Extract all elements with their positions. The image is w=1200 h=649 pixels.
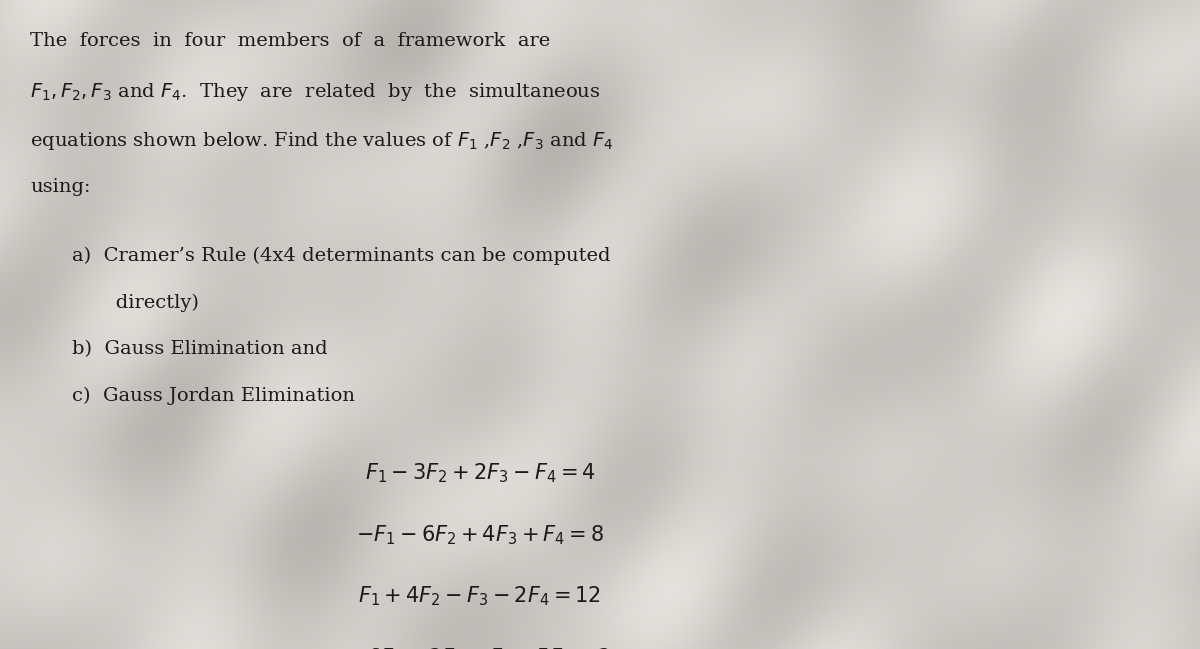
Text: c)  Gauss Jordan Elimination: c) Gauss Jordan Elimination [72,387,355,405]
Text: $F_1, F_2, F_3$ and $F_4$.  They  are  related  by  the  simultaneous: $F_1, F_2, F_3$ and $F_4$. They are rela… [30,81,600,103]
Text: $F_1 - 3F_2 + 2F_3 - F_4 = 4$: $F_1 - 3F_2 + 2F_3 - F_4 = 4$ [365,461,595,485]
Text: using:: using: [30,178,90,197]
Text: a)  Cramer’s Rule (4x4 determinants can be computed: a) Cramer’s Rule (4x4 determinants can b… [72,247,611,265]
Text: b)  Gauss Elimination and: b) Gauss Elimination and [72,340,328,358]
Text: equations shown below. Find the values of $F_1$ ,$F_2$ ,$F_3$ and $F_4$: equations shown below. Find the values o… [30,130,613,152]
Text: $F_1 + 4F_2 - F_3 - 2F_4 = 12$: $F_1 + 4F_2 - F_3 - 2F_4 = 12$ [359,585,601,609]
Text: $-F_1 - 6F_2 + 4F_3 + F_4 = 8$: $-F_1 - 6F_2 + 4F_3 + F_4 = 8$ [356,523,604,547]
Text: $-6F_1 + 2F_2 + F_3 + 5F_4 = 2$: $-6F_1 + 2F_2 + F_3 + 5F_4 = 2$ [349,646,611,649]
Text: The  forces  in  four  members  of  a  framework  are: The forces in four members of a framewor… [30,32,551,51]
Text: directly): directly) [72,293,199,312]
